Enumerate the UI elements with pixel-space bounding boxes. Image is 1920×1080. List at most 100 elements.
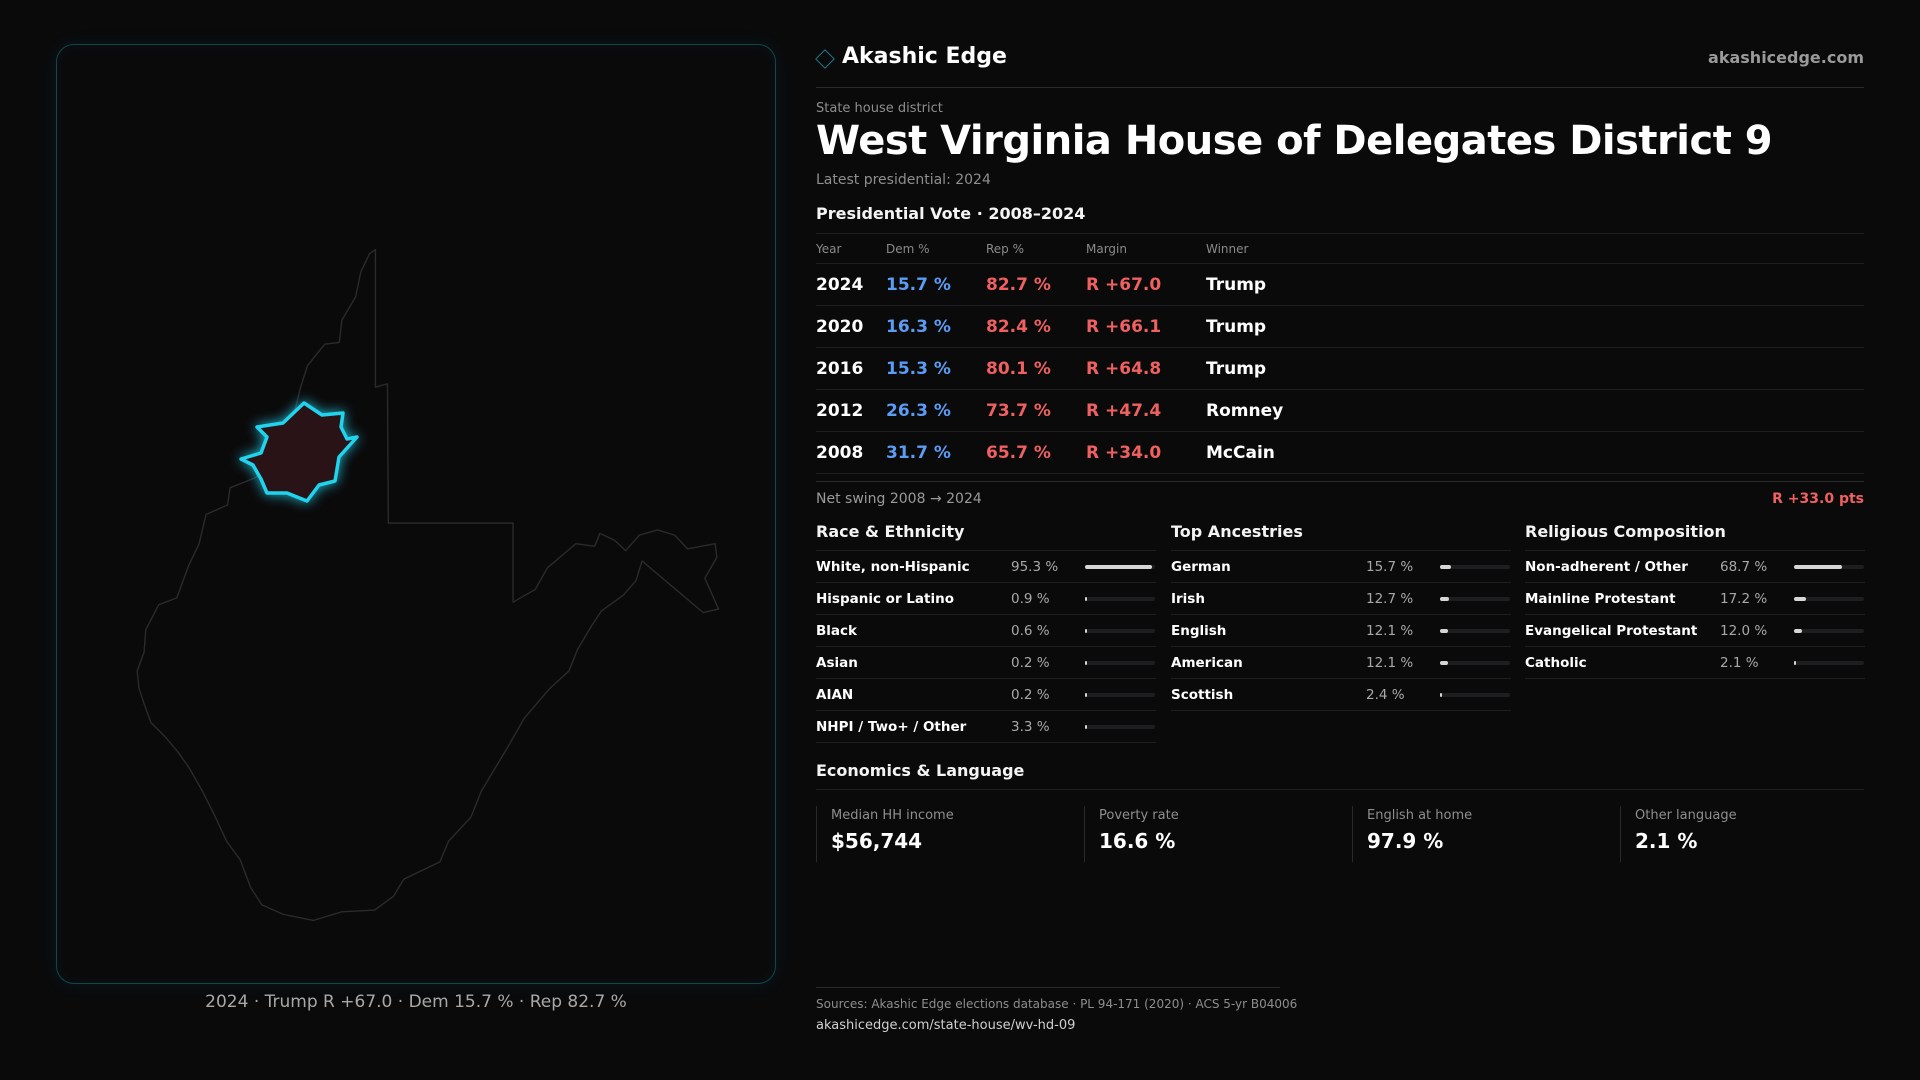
district-9-boundary bbox=[239, 401, 359, 503]
list-item: Hispanic or Latino 0.9 % bbox=[816, 583, 1156, 615]
share-bar-track bbox=[1440, 661, 1510, 665]
cell-winner: Trump bbox=[1206, 305, 1864, 348]
cell-rep-pct: 82.7 % bbox=[986, 263, 1086, 306]
share-bar-fill bbox=[1085, 629, 1087, 633]
net-swing-value: R +33.0 pts bbox=[1772, 491, 1864, 507]
cell-winner: McCain bbox=[1206, 431, 1864, 474]
share-bar-fill bbox=[1794, 661, 1796, 665]
share-bar-track bbox=[1085, 597, 1155, 601]
table-row[interactable]: 2012 26.3 % 73.7 % R +47.4 Romney bbox=[816, 389, 1864, 432]
sources-divider bbox=[816, 987, 1280, 988]
item-value: 15.7 % bbox=[1366, 559, 1414, 575]
cell-dem-pct: 31.7 % bbox=[886, 431, 986, 474]
share-bar-fill bbox=[1794, 597, 1807, 601]
item-label: English bbox=[1171, 623, 1227, 639]
share-bar-fill bbox=[1085, 725, 1088, 729]
item-label: Black bbox=[816, 623, 858, 639]
diamond-logo-icon bbox=[815, 49, 835, 69]
latest-presidential-note: Latest presidential: 2024 bbox=[816, 172, 991, 188]
item-label: AIAN bbox=[816, 687, 854, 703]
share-bar-track bbox=[1794, 629, 1864, 633]
item-label: American bbox=[1171, 655, 1243, 671]
share-bar-track bbox=[1440, 565, 1510, 569]
econ-label: Median HH income bbox=[831, 808, 954, 823]
item-label: White, non-Hispanic bbox=[816, 559, 970, 575]
econ-other-language: Other language 2.1 % bbox=[1620, 806, 1882, 862]
item-value: 2.1 % bbox=[1720, 655, 1759, 671]
cell-year: 2020 bbox=[816, 305, 886, 348]
col-winner: Winner bbox=[1206, 233, 1864, 264]
district-map-panel[interactable] bbox=[56, 44, 776, 984]
cell-margin: R +66.1 bbox=[1086, 305, 1206, 348]
item-value: 0.6 % bbox=[1011, 623, 1050, 639]
cell-dem-pct: 26.3 % bbox=[886, 389, 986, 432]
net-swing-label: Net swing 2008 → 2024 bbox=[816, 491, 982, 507]
item-value: 0.9 % bbox=[1011, 591, 1050, 607]
brand-url-link[interactable]: akashicedge.com bbox=[1708, 48, 1864, 67]
list-item: Asian 0.2 % bbox=[816, 647, 1156, 679]
list-item: Non-adherent / Other 68.7 % bbox=[1525, 551, 1865, 583]
state-map[interactable] bbox=[57, 45, 776, 984]
item-value: 17.2 % bbox=[1720, 591, 1768, 607]
table-row[interactable]: 2024 15.7 % 82.7 % R +67.0 Trump bbox=[816, 263, 1864, 306]
page-title: West Virginia House of Delegates Distric… bbox=[816, 118, 1773, 164]
economics-grid: Median HH income $56,744 Poverty rate 16… bbox=[816, 806, 1864, 862]
table-row[interactable]: 2016 15.3 % 80.1 % R +64.8 Trump bbox=[816, 347, 1864, 390]
econ-value: 16.6 % bbox=[1099, 829, 1176, 853]
item-label: Asian bbox=[816, 655, 858, 671]
share-bar-fill bbox=[1440, 693, 1442, 697]
share-bar-fill bbox=[1440, 597, 1449, 601]
share-bar-fill bbox=[1085, 565, 1152, 569]
share-bar-track bbox=[1794, 661, 1864, 665]
share-bar-track bbox=[1085, 661, 1155, 665]
share-bar-track bbox=[1085, 725, 1155, 729]
presidential-vote-heading: Presidential Vote · 2008–2024 bbox=[816, 204, 1086, 223]
share-bar-fill bbox=[1440, 629, 1449, 633]
econ-label: Poverty rate bbox=[1099, 808, 1179, 823]
state-outline bbox=[136, 248, 720, 922]
item-value: 12.7 % bbox=[1366, 591, 1414, 607]
item-label: Mainline Protestant bbox=[1525, 591, 1676, 607]
item-label: Irish bbox=[1171, 591, 1205, 607]
page-url-link[interactable]: akashicedge.com/state-house/wv-hd-09 bbox=[816, 1018, 1076, 1033]
cell-winner: Trump bbox=[1206, 263, 1864, 306]
list-item: White, non-Hispanic 95.3 % bbox=[816, 551, 1156, 583]
share-bar-fill bbox=[1440, 565, 1451, 569]
share-bar-fill bbox=[1085, 693, 1087, 697]
item-label: German bbox=[1171, 559, 1231, 575]
item-value: 0.2 % bbox=[1011, 655, 1050, 671]
cell-margin: R +34.0 bbox=[1086, 431, 1206, 474]
table-row[interactable]: 2020 16.3 % 82.4 % R +66.1 Trump bbox=[816, 305, 1864, 348]
item-label: Non-adherent / Other bbox=[1525, 559, 1688, 575]
district-type-label: State house district bbox=[816, 101, 943, 116]
list-item: AIAN 0.2 % bbox=[816, 679, 1156, 711]
item-label: Scottish bbox=[1171, 687, 1234, 703]
col-rep: Rep % bbox=[986, 233, 1086, 264]
econ-label: Other language bbox=[1635, 808, 1737, 823]
share-bar-track bbox=[1085, 565, 1155, 569]
list-item: English 12.1 % bbox=[1171, 615, 1511, 647]
share-bar-fill bbox=[1794, 565, 1843, 569]
cell-winner: Romney bbox=[1206, 389, 1864, 432]
religion-list: Non-adherent / Other 68.7 % Mainline Prote… bbox=[1525, 550, 1865, 679]
share-bar-fill bbox=[1085, 661, 1087, 665]
cell-margin: R +67.0 bbox=[1086, 263, 1206, 306]
share-bar-track bbox=[1440, 693, 1510, 697]
item-value: 0.2 % bbox=[1011, 687, 1050, 703]
table-row[interactable]: 2008 31.7 % 65.7 % R +34.0 McCain bbox=[816, 431, 1864, 474]
cell-rep-pct: 65.7 % bbox=[986, 431, 1086, 474]
item-label: Catholic bbox=[1525, 655, 1587, 671]
list-item: American 12.1 % bbox=[1171, 647, 1511, 679]
share-bar-track bbox=[1794, 565, 1864, 569]
item-value: 12.1 % bbox=[1366, 655, 1414, 671]
race-heading: Race & Ethnicity bbox=[816, 522, 965, 541]
map-caption: 2024 · Trump R +67.0 · Dem 15.7 % · Rep … bbox=[205, 992, 627, 1012]
brand-name[interactable]: Akashic Edge bbox=[842, 44, 1007, 69]
cell-margin: R +47.4 bbox=[1086, 389, 1206, 432]
item-label: Evangelical Protestant bbox=[1525, 623, 1698, 639]
col-dem: Dem % bbox=[886, 233, 986, 264]
ancestry-heading: Top Ancestries bbox=[1171, 522, 1303, 541]
cell-margin: R +64.8 bbox=[1086, 347, 1206, 390]
list-item: NHPI / Two+ / Other 3.3 % bbox=[816, 711, 1156, 743]
brand-header: Akashic Edge akashicedge.com bbox=[815, 44, 1864, 88]
